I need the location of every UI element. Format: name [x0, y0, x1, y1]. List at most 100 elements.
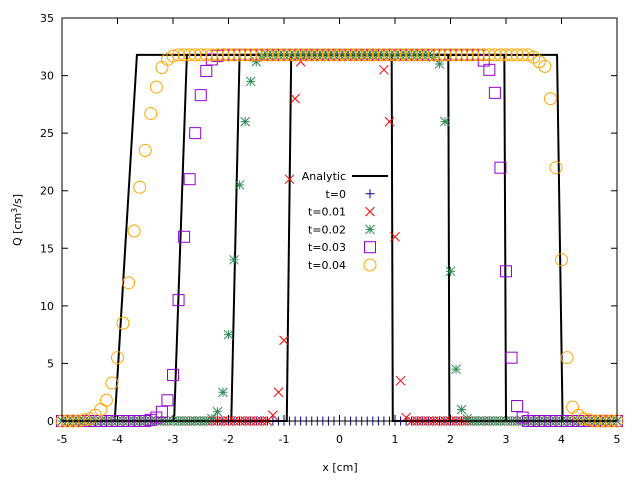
star-glyph	[206, 413, 217, 424]
circle-glyph	[305, 48, 319, 62]
star-glyph	[445, 266, 456, 277]
data-point	[456, 404, 467, 415]
data-point	[178, 230, 191, 243]
data-point	[166, 49, 180, 63]
circle-glyph	[144, 107, 158, 121]
star-glyph	[223, 329, 234, 340]
data-point	[488, 48, 502, 62]
data-point	[290, 93, 300, 104]
star-glyph	[251, 56, 262, 67]
legend-label: t=0	[325, 188, 346, 201]
cross-glyph	[279, 335, 289, 346]
legend-marker-sample	[365, 189, 375, 199]
analytic-curve-1	[62, 53, 617, 422]
analytic-curve-3	[62, 53, 617, 422]
data-point	[133, 180, 147, 194]
data-point	[395, 375, 406, 386]
star-glyph	[218, 387, 228, 398]
data-point	[155, 405, 168, 418]
star-glyph	[234, 180, 245, 190]
y-tick-label: 0	[47, 415, 54, 428]
legend-marker-sample	[365, 224, 375, 235]
data-point	[384, 116, 395, 127]
data-point	[172, 48, 186, 62]
y-tick-label: 10	[40, 300, 54, 313]
data-point	[477, 48, 491, 62]
series-t=0.01	[57, 49, 622, 426]
data-point	[279, 335, 289, 346]
x-axis-label: x [cm]	[322, 461, 357, 474]
star-glyph	[440, 116, 450, 127]
circle-glyph	[77, 413, 91, 427]
y-axis-label: Q [cm3/s]	[10, 194, 24, 246]
circle-glyph	[377, 48, 391, 62]
circle-glyph	[388, 48, 402, 62]
circle-glyph	[255, 48, 269, 62]
data-point	[233, 48, 247, 62]
data-point	[440, 116, 450, 127]
star-glyph	[462, 413, 473, 424]
circle-glyph	[421, 48, 435, 62]
circle-glyph	[488, 48, 502, 62]
data-point	[194, 89, 207, 102]
data-point	[194, 48, 208, 62]
star-glyph	[212, 406, 223, 417]
data-point	[223, 329, 234, 340]
data-point	[271, 48, 285, 62]
data-point	[493, 48, 507, 62]
data-point	[405, 48, 419, 62]
series-t=0.04	[55, 48, 624, 428]
data-point	[543, 92, 557, 106]
data-point	[188, 48, 202, 62]
legend-entry: t=0.01	[308, 206, 375, 219]
circle-glyph	[521, 48, 535, 62]
square-glyph	[364, 241, 376, 254]
legend-entry: Analytic	[302, 170, 388, 183]
data-point	[379, 64, 389, 75]
data-point	[284, 174, 295, 185]
data-point	[149, 80, 163, 94]
data-point	[199, 48, 213, 62]
circle-glyph	[105, 376, 119, 390]
circle-glyph	[333, 48, 346, 62]
data-point	[462, 413, 473, 424]
data-point	[410, 48, 424, 62]
x-tick-label: -2	[223, 433, 234, 446]
star-glyph	[229, 254, 239, 265]
circle-glyph	[555, 253, 568, 267]
circle-glyph	[138, 143, 152, 157]
data-point	[451, 364, 461, 375]
plot-marks	[55, 48, 624, 428]
data-point	[360, 48, 374, 62]
circle-glyph	[244, 48, 258, 62]
data-point	[327, 48, 341, 62]
circle-glyph	[438, 48, 452, 62]
data-point	[466, 48, 480, 62]
analytic-curve-2	[62, 53, 617, 422]
data-point	[251, 56, 262, 67]
data-point	[244, 48, 258, 62]
circle-glyph	[510, 48, 524, 62]
star-glyph	[451, 364, 461, 375]
data-point	[371, 48, 385, 62]
circle-glyph	[277, 48, 291, 62]
circle-glyph	[310, 48, 324, 62]
circle-glyph	[444, 48, 457, 62]
circle-glyph	[449, 48, 463, 62]
cross-glyph	[284, 174, 295, 185]
circle-glyph	[466, 48, 480, 62]
circle-glyph	[233, 48, 247, 62]
circle-glyph	[210, 48, 224, 62]
data-point	[521, 48, 535, 62]
data-point	[172, 294, 185, 307]
legend-label: t=0.02	[308, 223, 346, 236]
square-glyph	[194, 89, 207, 102]
star-glyph	[365, 224, 375, 235]
data-point	[238, 48, 252, 62]
data-point	[338, 48, 352, 62]
legend-label: Analytic	[302, 170, 346, 183]
circle-glyph	[355, 48, 369, 62]
circle-glyph	[238, 48, 252, 62]
data-point	[183, 173, 196, 186]
data-point	[189, 127, 202, 140]
